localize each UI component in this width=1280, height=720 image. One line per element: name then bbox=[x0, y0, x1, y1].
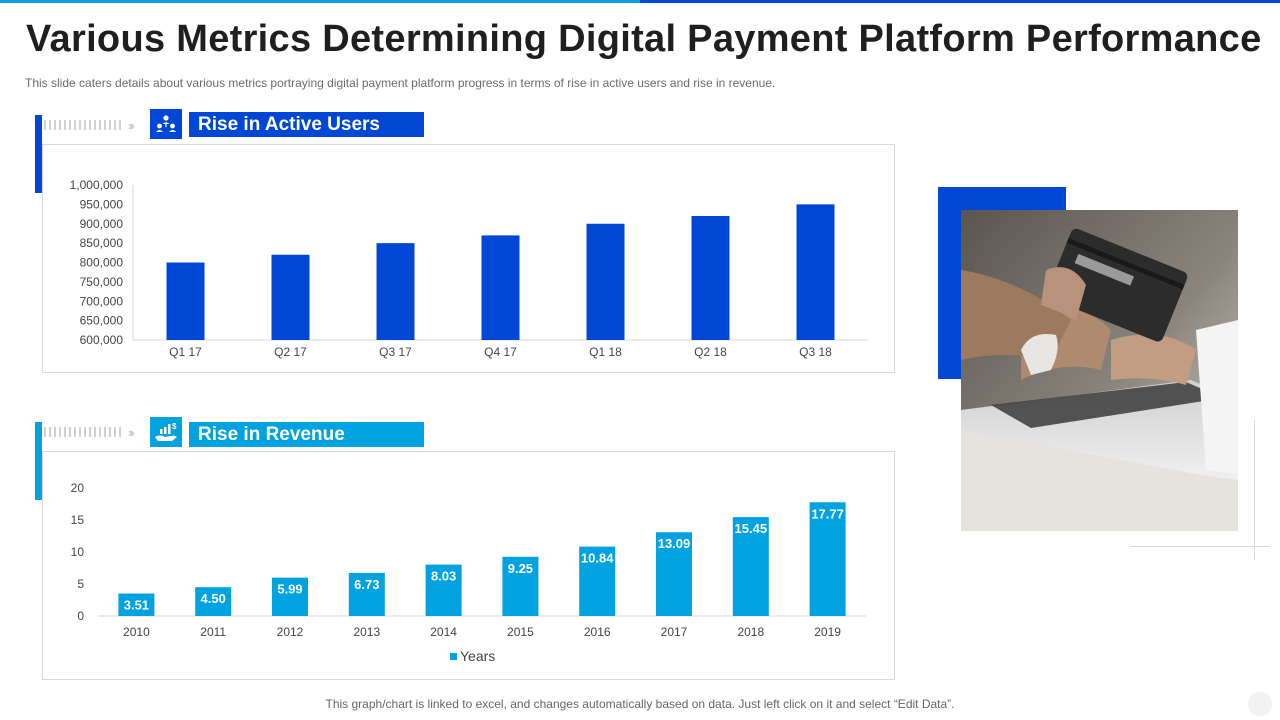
y-tick-label: 900,000 bbox=[80, 217, 124, 231]
corner-circle-decoration bbox=[1248, 692, 1272, 716]
users-network-icon bbox=[150, 109, 182, 139]
legend-label: Years bbox=[460, 648, 495, 664]
bar bbox=[579, 546, 616, 616]
data-label: 3.51 bbox=[124, 598, 149, 613]
bar bbox=[732, 517, 769, 616]
x-tick-label: 2011 bbox=[200, 625, 226, 639]
bar bbox=[586, 223, 625, 340]
bar bbox=[166, 262, 205, 340]
x-tick-label: Q1 17 bbox=[169, 345, 202, 359]
page-title: Various Metrics Determining Digital Paym… bbox=[26, 18, 1262, 60]
bar bbox=[481, 235, 520, 340]
bar bbox=[195, 587, 232, 616]
data-label: 6.73 bbox=[354, 577, 379, 592]
y-tick-label: 700,000 bbox=[80, 294, 124, 308]
section-accent-bar bbox=[35, 422, 42, 500]
data-label: 5.99 bbox=[277, 582, 302, 597]
section-title-revenue: Rise in Revenue bbox=[189, 422, 424, 447]
footnote: This graph/chart is linked to excel, and… bbox=[325, 697, 955, 711]
y-tick-label: 750,000 bbox=[80, 275, 124, 289]
y-tick-label: 600,000 bbox=[80, 333, 124, 347]
section-accent-bar bbox=[35, 115, 42, 193]
y-tick-label: 15 bbox=[71, 513, 85, 527]
y-tick-label: 950,000 bbox=[80, 197, 124, 211]
x-tick-label: 2013 bbox=[353, 625, 380, 639]
data-label: 15.45 bbox=[735, 521, 768, 536]
decorative-line bbox=[1130, 546, 1270, 547]
x-tick-label: Q1 18 bbox=[589, 345, 622, 359]
y-tick-label: 5 bbox=[77, 577, 84, 591]
y-tick-label: 20 bbox=[71, 481, 85, 495]
x-tick-label: 2019 bbox=[814, 625, 841, 639]
dotted-arrow-decoration: ››› bbox=[44, 425, 135, 440]
y-tick-label: 800,000 bbox=[80, 256, 124, 270]
legend-swatch bbox=[450, 653, 457, 660]
y-tick-label: 850,000 bbox=[80, 236, 124, 250]
active-users-bar-chart: 600,000 650,000 700,000 750,000 800,000 850,0… bbox=[70, 178, 868, 359]
revenue-bar-chart: 0 5 10 15 20 3.51 2010 4.50 2011 5.99 2012 6.73 2013… bbox=[71, 481, 866, 664]
page-subtitle: This slide caters details about various … bbox=[25, 76, 776, 90]
section-title-active-users: Rise in Active Users bbox=[189, 112, 424, 137]
hand-money-growth-icon: $ bbox=[150, 417, 182, 447]
x-tick-label: 2010 bbox=[123, 625, 150, 639]
bar bbox=[691, 216, 730, 340]
y-tick-label: 10 bbox=[71, 545, 85, 559]
y-tick-label: 1,000,000 bbox=[70, 178, 124, 192]
x-tick-label: 2018 bbox=[737, 625, 764, 639]
y-tick-label: 0 bbox=[77, 609, 84, 623]
revenue-chart: 0 5 10 15 20 3.51 2010 4.50 2011 5.99 2012 6.73 2013… bbox=[42, 451, 895, 680]
data-label: 9.25 bbox=[508, 561, 533, 576]
bar bbox=[656, 532, 692, 616]
x-tick-label: 2015 bbox=[507, 625, 534, 639]
y-tick-label: 650,000 bbox=[80, 314, 124, 328]
bar bbox=[425, 564, 462, 616]
top-accent-cyan bbox=[0, 0, 640, 3]
bar bbox=[796, 204, 835, 340]
x-tick-label: Q4 17 bbox=[484, 345, 517, 359]
bar bbox=[271, 254, 310, 340]
x-tick-label: 2014 bbox=[430, 625, 457, 639]
svg-text:$: $ bbox=[172, 422, 177, 431]
credit-card-laptop-photo bbox=[961, 210, 1238, 531]
bar bbox=[809, 502, 846, 616]
x-tick-label: Q2 17 bbox=[274, 345, 307, 359]
bar bbox=[376, 243, 415, 340]
x-tick-label: Q3 18 bbox=[799, 345, 832, 359]
data-label: 8.03 bbox=[431, 569, 456, 584]
data-label: 17.77 bbox=[811, 506, 844, 521]
top-accent-blue bbox=[640, 0, 1280, 3]
x-tick-label: Q2 18 bbox=[694, 345, 727, 359]
decorative-line bbox=[1254, 420, 1255, 560]
x-tick-label: Q3 17 bbox=[379, 345, 412, 359]
data-label: 13.09 bbox=[658, 536, 691, 551]
bar bbox=[272, 577, 308, 616]
bar bbox=[118, 593, 155, 616]
active-users-chart: 600,000 650,000 700,000 750,000 800,000 850,0… bbox=[42, 144, 895, 373]
bar bbox=[348, 572, 385, 616]
x-tick-label: 2012 bbox=[277, 625, 304, 639]
bar bbox=[502, 556, 539, 616]
data-label: 10.84 bbox=[581, 551, 614, 566]
dotted-arrow-decoration: ››› bbox=[44, 118, 135, 133]
x-tick-label: 2016 bbox=[584, 625, 611, 639]
data-label: 4.50 bbox=[201, 591, 226, 606]
x-tick-label: 2017 bbox=[661, 625, 688, 639]
